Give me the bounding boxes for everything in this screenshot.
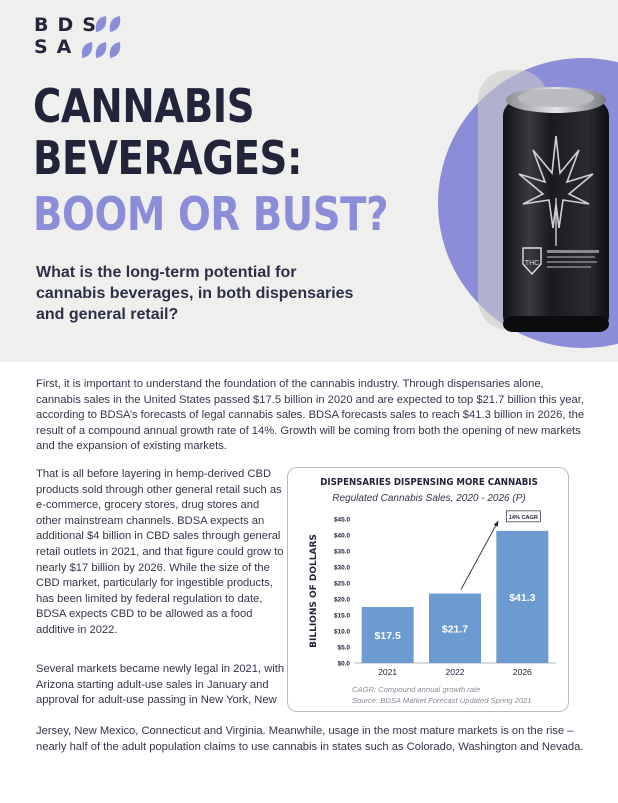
y-tick-label: $25.0 bbox=[334, 581, 350, 588]
title-line-2: BEVERAGES: bbox=[33, 131, 302, 185]
beverage-can-image: THC bbox=[503, 87, 609, 332]
cagr-annotation: 14% CAGR bbox=[509, 515, 538, 521]
y-tick-label: $40.0 bbox=[334, 533, 350, 540]
paragraph-markets-start: Several markets became newly legal in 20… bbox=[36, 663, 285, 707]
bar bbox=[361, 607, 414, 663]
x-tick-label: 2021 bbox=[378, 667, 397, 677]
paragraph-cbd: That is all before layering in hemp-deri… bbox=[36, 468, 284, 636]
sales-chart-card: DISPENSARIES DISPENSING MORE CANNABIS Re… bbox=[287, 467, 569, 712]
chart-footnote-source: Source: BDSA Market Forecast Updated Spr… bbox=[352, 696, 532, 705]
title-line-1: CANNABIS bbox=[33, 79, 255, 133]
bar-value-label: $21.7 bbox=[442, 623, 468, 635]
chart-subtitle: Regulated Cannabis Sales, 2020 - 2026 (P… bbox=[332, 493, 526, 504]
paragraph-intro: First, it is important to understand the… bbox=[36, 378, 585, 453]
cagr-annotation-box bbox=[505, 510, 541, 523]
cagr-arrow-line bbox=[460, 520, 499, 590]
bar-value-label: $41.3 bbox=[509, 592, 535, 604]
x-tick-label: 2022 bbox=[446, 667, 465, 677]
hero-subtitle: What is the long-term potential for cann… bbox=[36, 264, 354, 323]
cagr-arrow-head bbox=[493, 520, 499, 527]
y-tick-label: $45.0 bbox=[334, 517, 350, 524]
y-tick-label: $5.0 bbox=[338, 645, 351, 652]
bar bbox=[496, 530, 549, 663]
y-tick-label: $10.0 bbox=[334, 629, 350, 636]
can-thc-label: THC bbox=[525, 260, 539, 267]
bar-chart: $0.0 $5.0 $10.0 $15.0 $20.0 $25.0 $30.0 $35.0 $4… bbox=[309, 510, 556, 677]
y-tick-label: $35.0 bbox=[334, 549, 350, 556]
y-tick-label: $0.0 bbox=[338, 661, 351, 668]
y-tick-label: $15.0 bbox=[334, 613, 350, 620]
bar bbox=[429, 593, 481, 663]
hero-banner: THC BDS SA CANNABIS BEVERAGES: BOOM OR B… bbox=[0, 0, 618, 362]
chart-title: DISPENSARIES DISPENSING MORE CANNABIS bbox=[320, 477, 538, 488]
logo-line1: BDS bbox=[34, 14, 105, 36]
logo-slash-marks-icon bbox=[82, 16, 121, 58]
title-line-3: BOOM OR BUST? bbox=[33, 187, 389, 241]
bdsa-logo: BDS SA bbox=[34, 14, 154, 62]
x-tick-label: 2026 bbox=[513, 667, 532, 677]
paragraph-markets-end: Jersey, New Mexico, Connecticut and Virg… bbox=[36, 725, 584, 753]
chart-footnote-cagr: CAGR: Compound annual growth rate bbox=[352, 685, 481, 694]
logo-line2: SA bbox=[34, 36, 81, 58]
y-tick-label: $30.0 bbox=[334, 565, 350, 572]
y-tick-label: $20.0 bbox=[334, 597, 350, 604]
bar-value-label: $17.5 bbox=[375, 630, 401, 642]
y-axis-label: BILLIONS OF DOLLARS bbox=[309, 534, 319, 648]
